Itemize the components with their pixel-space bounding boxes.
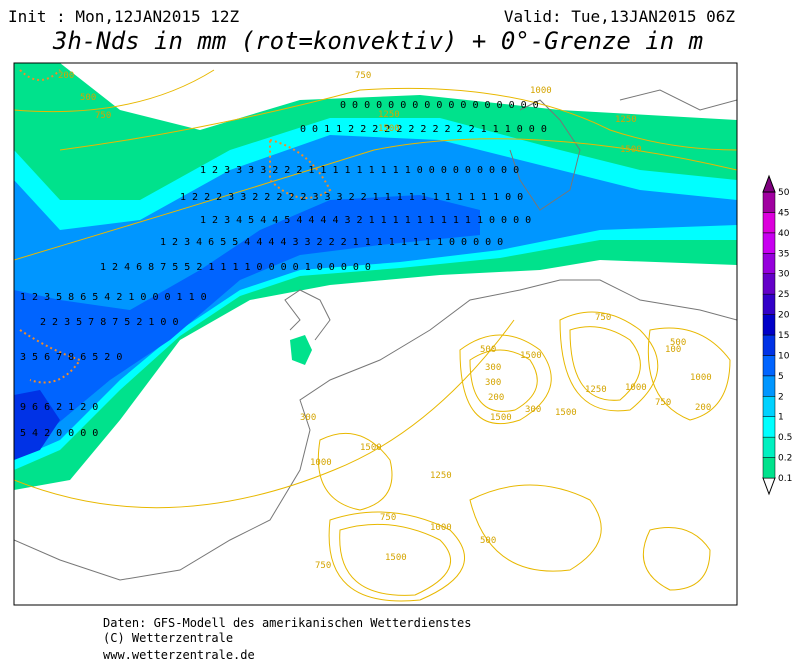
footer-source: Daten: GFS-Modell des amerikanischen Wet…: [103, 616, 471, 630]
precip-value: 1 2 4 6 8 7 5 5 2 1 1 1 1 0 0 0 0 1 0 0 …: [100, 262, 371, 273]
precip-value: 1 2 3 4 5 4 4 5 4 4 4 4 3 2 1 1 1 1 1 1 …: [200, 215, 531, 226]
colorbar-label: 30: [778, 270, 790, 280]
contour-label: 1500: [555, 408, 577, 418]
colorbar-label: 0.2: [778, 454, 792, 464]
colorbar-label: 20: [778, 311, 790, 321]
contour-label: 1500: [385, 553, 407, 563]
colorbar-label: 10: [778, 351, 790, 361]
precip-value: 3 5 6 7 8 6 5 2 0: [20, 352, 122, 363]
contour-label: 750: [355, 71, 371, 81]
colorbar-label: 15: [778, 331, 789, 341]
colorbar-end: [762, 174, 776, 193]
contour-label: 1500: [520, 351, 542, 361]
colorbar-segment: [762, 396, 776, 417]
contour-label: 1000: [430, 523, 452, 533]
freezing-contour: [19, 69, 332, 384]
contour-label: 1000: [310, 458, 332, 468]
contour-label: 200: [58, 71, 74, 81]
contour-label: 500: [480, 345, 496, 355]
colorbar-segment: [762, 375, 776, 397]
colorbar-label: 50: [778, 188, 790, 198]
map-frame: [13, 62, 738, 606]
footer-copyright: (C) Wetterzentrale: [103, 631, 233, 645]
init-time: Init : Mon,12JAN2015 12Z: [8, 7, 240, 26]
contour-label: 750: [380, 513, 396, 523]
colorbar-segment: [762, 355, 776, 377]
precip-area: [14, 195, 480, 455]
precip-area: [14, 135, 737, 460]
colorbar-end: [762, 477, 776, 496]
colorbar-label: 1: [778, 413, 784, 423]
contour-label: 750: [315, 561, 331, 571]
contour-label: 1500: [490, 413, 512, 423]
contour-label: 100: [665, 345, 681, 355]
precip-value: 1 2 2 2 3 3 2 2 2 2 2 3 3 3 2 2 1 1 1 1 …: [180, 192, 523, 203]
colorbar-label: 2: [778, 392, 784, 402]
contour-label: 1250: [615, 115, 637, 125]
contour-label: 500: [80, 93, 96, 103]
colorbar-segment: [762, 457, 776, 479]
contour-label: 1250: [585, 385, 607, 395]
colorbar-segment: [762, 273, 776, 295]
precip-value: 1 2 3 5 8 6 5 4 2 1 0 0 0 1 1 0: [20, 292, 207, 303]
precip-area: [290, 335, 312, 365]
colorbar-label: 5: [778, 372, 784, 382]
coastline: [14, 279, 737, 581]
colorbar-segment: [762, 232, 776, 254]
contour-label: 200: [488, 393, 504, 403]
contour-label: 1000: [690, 373, 712, 383]
contour-label: 1000: [625, 383, 647, 393]
colorbar-segment: [762, 416, 776, 438]
contour-label: 1500: [378, 124, 400, 134]
colorbar-segment: [762, 212, 776, 234]
precip-value: 5 4 2 0 0 0 0: [20, 428, 98, 439]
coastline: [619, 89, 737, 111]
contour-label: 300: [525, 405, 541, 415]
contour-label: 750: [95, 111, 111, 121]
precip-value: 1 2 3 3 3 3 2 2 2 1 1 1 1 1 1 1 1 1 0 0 …: [200, 165, 519, 176]
colorbar-label: 35: [778, 249, 789, 259]
precip-value: 1 2 3 4 6 5 5 4 4 4 4 3 3 2 2 2 1 1 1 1 …: [160, 237, 503, 248]
contour-label: 1250: [378, 110, 400, 120]
valid-time: Valid: Tue,13JAN2015 06Z: [504, 7, 736, 26]
colorbar-segment: [762, 293, 776, 315]
colorbar-segment: [762, 191, 776, 213]
contour-label: 1000: [530, 86, 552, 96]
contour-label: 300: [300, 413, 316, 423]
colorbar-label: 25: [778, 290, 789, 300]
colorbar-segment: [762, 436, 776, 458]
coastline: [509, 99, 581, 211]
colorbar-label: 0.5: [778, 433, 792, 443]
precip-value: 0 0 0 0 0 0 0 0 0 0 0 0 0 0 0 0 0: [340, 100, 539, 111]
colorbar-label: 0.1: [778, 474, 792, 484]
precip-value: 0 0 1 1 2 2 2 2 2 2 2 2 2 2 2 1 1 1 0 0 …: [300, 124, 547, 135]
colorbar-label: 45: [778, 208, 789, 218]
contour-label: 500: [670, 338, 686, 348]
contour-label: 300: [485, 363, 501, 373]
map-title: 3h-Nds in mm (rot=konvektiv) + 0°-Grenze…: [52, 27, 703, 55]
contour-label: 1500: [620, 145, 642, 155]
contour-label: 500: [480, 536, 496, 546]
colorbar-segment: [762, 253, 776, 274]
contour-label: 750: [595, 313, 611, 323]
contour-label: 300: [485, 378, 501, 388]
contour-label: 200: [695, 403, 711, 413]
contour-label: 750: [655, 398, 671, 408]
footer-url: www.wetterzentrale.de: [103, 648, 255, 662]
precip-value: 9 6 6 2 1 2 0: [20, 402, 98, 413]
colorbar-segment: [762, 314, 776, 336]
freezing-contour: [14, 311, 731, 602]
colorbar-segment: [762, 334, 776, 356]
precip-value: 2 2 3 5 7 8 7 5 2 1 0 0: [40, 317, 178, 328]
contour-label: 1500: [360, 443, 382, 453]
coastline: [284, 289, 331, 341]
freezing-contour: [14, 69, 737, 261]
map: [13, 62, 738, 606]
contour-label: 1250: [430, 471, 452, 481]
colorbar-label: 40: [778, 229, 790, 239]
precip-area: [14, 390, 60, 460]
